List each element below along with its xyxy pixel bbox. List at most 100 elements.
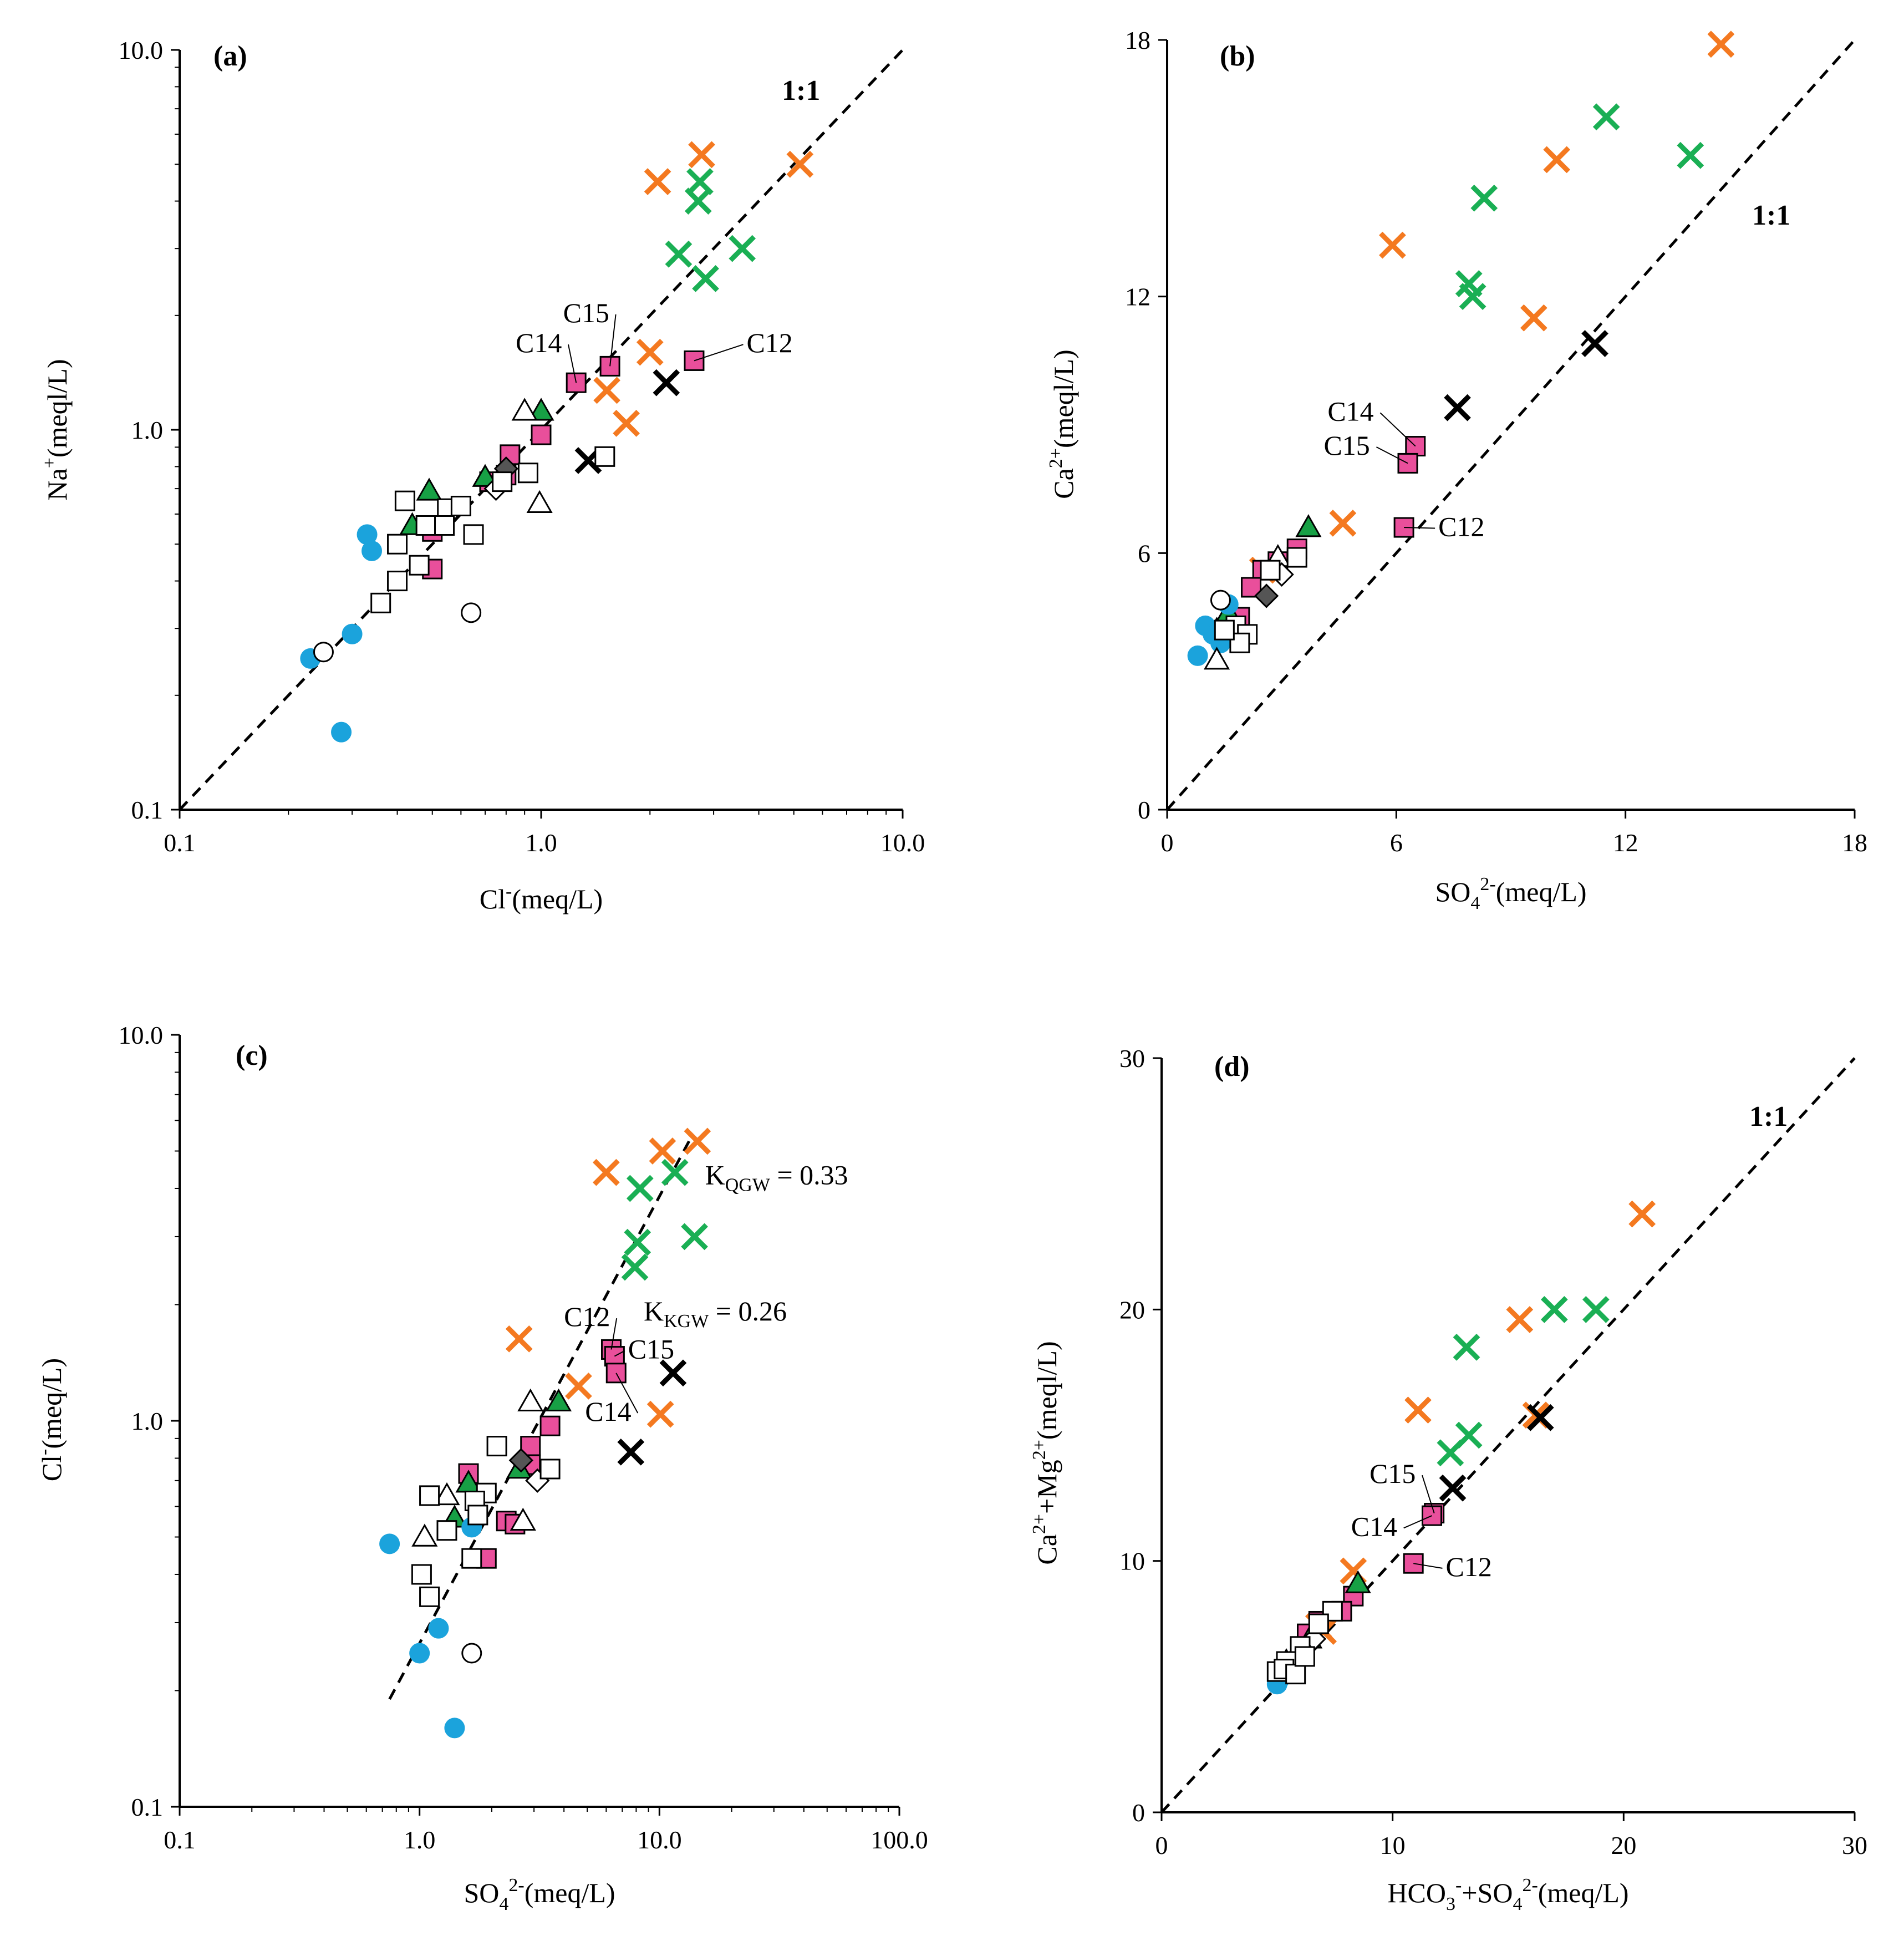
- panel-c-point-open-circle: [461, 1643, 482, 1664]
- panel-b-x-tick-label: 6: [1390, 829, 1403, 857]
- panel-d-x-tick-label: 30: [1842, 1831, 1867, 1859]
- panel-a-point-open-square: [434, 515, 455, 536]
- panel-a-point-blue-circle: [362, 540, 383, 561]
- panel-a-series-open-circle: [313, 602, 482, 663]
- panel-d-point-green-triangle: [1345, 1570, 1371, 1593]
- panel-c-x-axis-label-sub: 4: [499, 1894, 508, 1914]
- panel-d-y-axis-label-pre: Ca: [1031, 1534, 1062, 1565]
- panel-c-y-axis-label-post: (meq/L): [36, 1358, 67, 1449]
- panel-b-point-open-circle: [1210, 590, 1231, 611]
- panel-a-point-open-square: [409, 555, 430, 576]
- panel-c-point-gray-diamond: [508, 1448, 533, 1473]
- panel-c-point-blue-circle: [409, 1643, 430, 1664]
- panel-a-point-open-square: [387, 533, 408, 555]
- panel-b-y-axis-label: Ca2+(meql/L): [1046, 349, 1079, 499]
- panel-a-y-axis-label-sup: +: [39, 458, 60, 468]
- panel-c-annotation-leader: [610, 1318, 618, 1350]
- panel-a-point-green-triangle: [472, 464, 498, 487]
- panel-b-point-green-x: [1677, 141, 1704, 169]
- panel-c-point-orange-x: [684, 1127, 711, 1155]
- panel-c-fit-label-k: K: [705, 1160, 725, 1191]
- panel-b-series-open-circle: [1210, 590, 1231, 611]
- panel-d-point-open-square: [1308, 1613, 1329, 1634]
- panel-c-reference-line: [388, 1137, 692, 1700]
- panel-b-y-axis-label-sup: 2+: [1046, 448, 1066, 468]
- panel-b-point-orange-x: [1543, 146, 1571, 174]
- panel-b-annotation-leader: [1404, 527, 1435, 529]
- panel-a-x-axis-label-sup: -: [506, 881, 512, 902]
- panel-c-series-blue-circle: [379, 1517, 482, 1739]
- panel-c-point-green-x: [661, 1158, 689, 1186]
- panel-a-point-open-square: [594, 446, 615, 467]
- panel-b-point-green-x: [1459, 283, 1486, 311]
- panel-d-x-axis-label-sub: 3: [1446, 1894, 1455, 1914]
- panel-d-point-green-x: [1437, 1439, 1464, 1467]
- panel-d-x-tick-label: 0: [1155, 1831, 1168, 1859]
- panel-d-point-green-x: [1540, 1295, 1568, 1323]
- panel-a-point-pink-square: [599, 355, 620, 377]
- panel-d-series-open-square: [1266, 1600, 1343, 1685]
- panel-d-y-axis-label-post: (meql/L): [1031, 1341, 1062, 1440]
- panel-b-series-black-x: [1444, 330, 1608, 421]
- panel-c-fit-label: KKGW = 0.26: [644, 1295, 787, 1332]
- panel-d-y-tick-label: 30: [1119, 1044, 1145, 1073]
- panel-c-point-open-square: [486, 1436, 507, 1457]
- panel-c-point-blue-circle: [379, 1533, 400, 1554]
- panel-d-reference-line: [1160, 1057, 1856, 1813]
- panel-d-x-tick-label: 10: [1380, 1831, 1406, 1859]
- panel-d-annotation-leader: [1422, 1475, 1435, 1513]
- panel-d-x-axis-label-post: (meq/L): [1538, 1877, 1629, 1908]
- panel-a-series-orange-x: [593, 141, 814, 437]
- panel-d: 0 10 20 300102030HCO3-+SO42-(meq/L)Ca2++Mg2…: [1029, 1044, 1867, 1914]
- panel-d-x-axis-label-mid: +SO: [1462, 1877, 1513, 1908]
- panel-d-annotation-C14: C14: [1351, 1511, 1397, 1542]
- panel-d-point-open-square: [1294, 1646, 1315, 1667]
- panel-c-point-blue-circle: [444, 1718, 465, 1739]
- panel-a-point-open-square: [394, 490, 415, 511]
- panel-d-y-tick-label: 10: [1119, 1547, 1145, 1576]
- panel-a-reference-line: [179, 49, 904, 811]
- panel-c-point-black-x: [659, 1359, 687, 1387]
- panel-c-series-green-triangle: [441, 1388, 572, 1528]
- panel-d-y-axis-label: Ca2++Mg2+(meql/L): [1029, 1341, 1062, 1564]
- panel-b-y-axis-label-post: (meql/L): [1048, 349, 1079, 448]
- panel-b-y-tick-label: 12: [1125, 283, 1150, 311]
- panel-b-point-black-x: [1581, 330, 1608, 357]
- panel-d-point-green-x: [1582, 1295, 1610, 1323]
- panel-c-point-orange-x: [646, 1400, 674, 1428]
- panel-d-point-open-square: [1285, 1664, 1306, 1685]
- panel-a-annotation-leader: [568, 344, 577, 383]
- panel-b-reference-line: [1166, 39, 1856, 811]
- panel-a-point-open-square: [463, 524, 484, 545]
- panel-d-x-axis-label-sup2: 2-: [1522, 1875, 1538, 1896]
- panel-a-point-green-triangle: [416, 477, 442, 501]
- panel-b-annotation-C12: C12: [1438, 511, 1484, 542]
- panel-a-point-green-x: [692, 265, 719, 292]
- panel-a-point-open-square: [492, 471, 513, 492]
- panel-b-point-orange-x: [1707, 31, 1735, 58]
- panel-c-point-green-x: [626, 1175, 654, 1202]
- panel-b-x-axis-label-sup: 2-: [1480, 874, 1495, 895]
- panel-c-point-open-square: [419, 1485, 440, 1506]
- panel-d-y-axis-label-sup2: 2+: [1029, 1440, 1050, 1460]
- panel-c-annotation-C14: C14: [585, 1396, 631, 1427]
- panel-c-y-axis-label: Cl-(meq/L): [34, 1358, 67, 1481]
- panel-a-annotation-leader: [609, 314, 617, 367]
- panel-b-series-open-square: [1214, 547, 1307, 653]
- panel-c-series-open-triangle: [411, 1388, 544, 1547]
- panel-c-point-black-x: [617, 1438, 645, 1466]
- panel-a-point-open-triangle: [511, 398, 538, 421]
- panel-a-panel-label: (a): [213, 40, 247, 72]
- panel-b-series-gray-diamond: [1254, 583, 1279, 608]
- panel-b-point-green-triangle: [1295, 514, 1322, 537]
- panel-b-y-tick-label: 6: [1138, 539, 1150, 567]
- panel-c-series-green-x: [621, 1158, 708, 1281]
- panel-c-x-axis-label: SO42-(meq/L): [464, 1875, 615, 1914]
- panel-b-x-axis-label-sub: 4: [1470, 893, 1480, 913]
- panel-c-y-tick-label: 0.1: [131, 1793, 164, 1821]
- panel-a-point-green-x: [729, 235, 756, 262]
- panel-a-series-blue-circle: [300, 524, 383, 743]
- panel-c-y-axis-label-sup: -: [34, 1449, 54, 1455]
- panel-b-x-axis-label: SO42-(meq/L): [1435, 874, 1586, 913]
